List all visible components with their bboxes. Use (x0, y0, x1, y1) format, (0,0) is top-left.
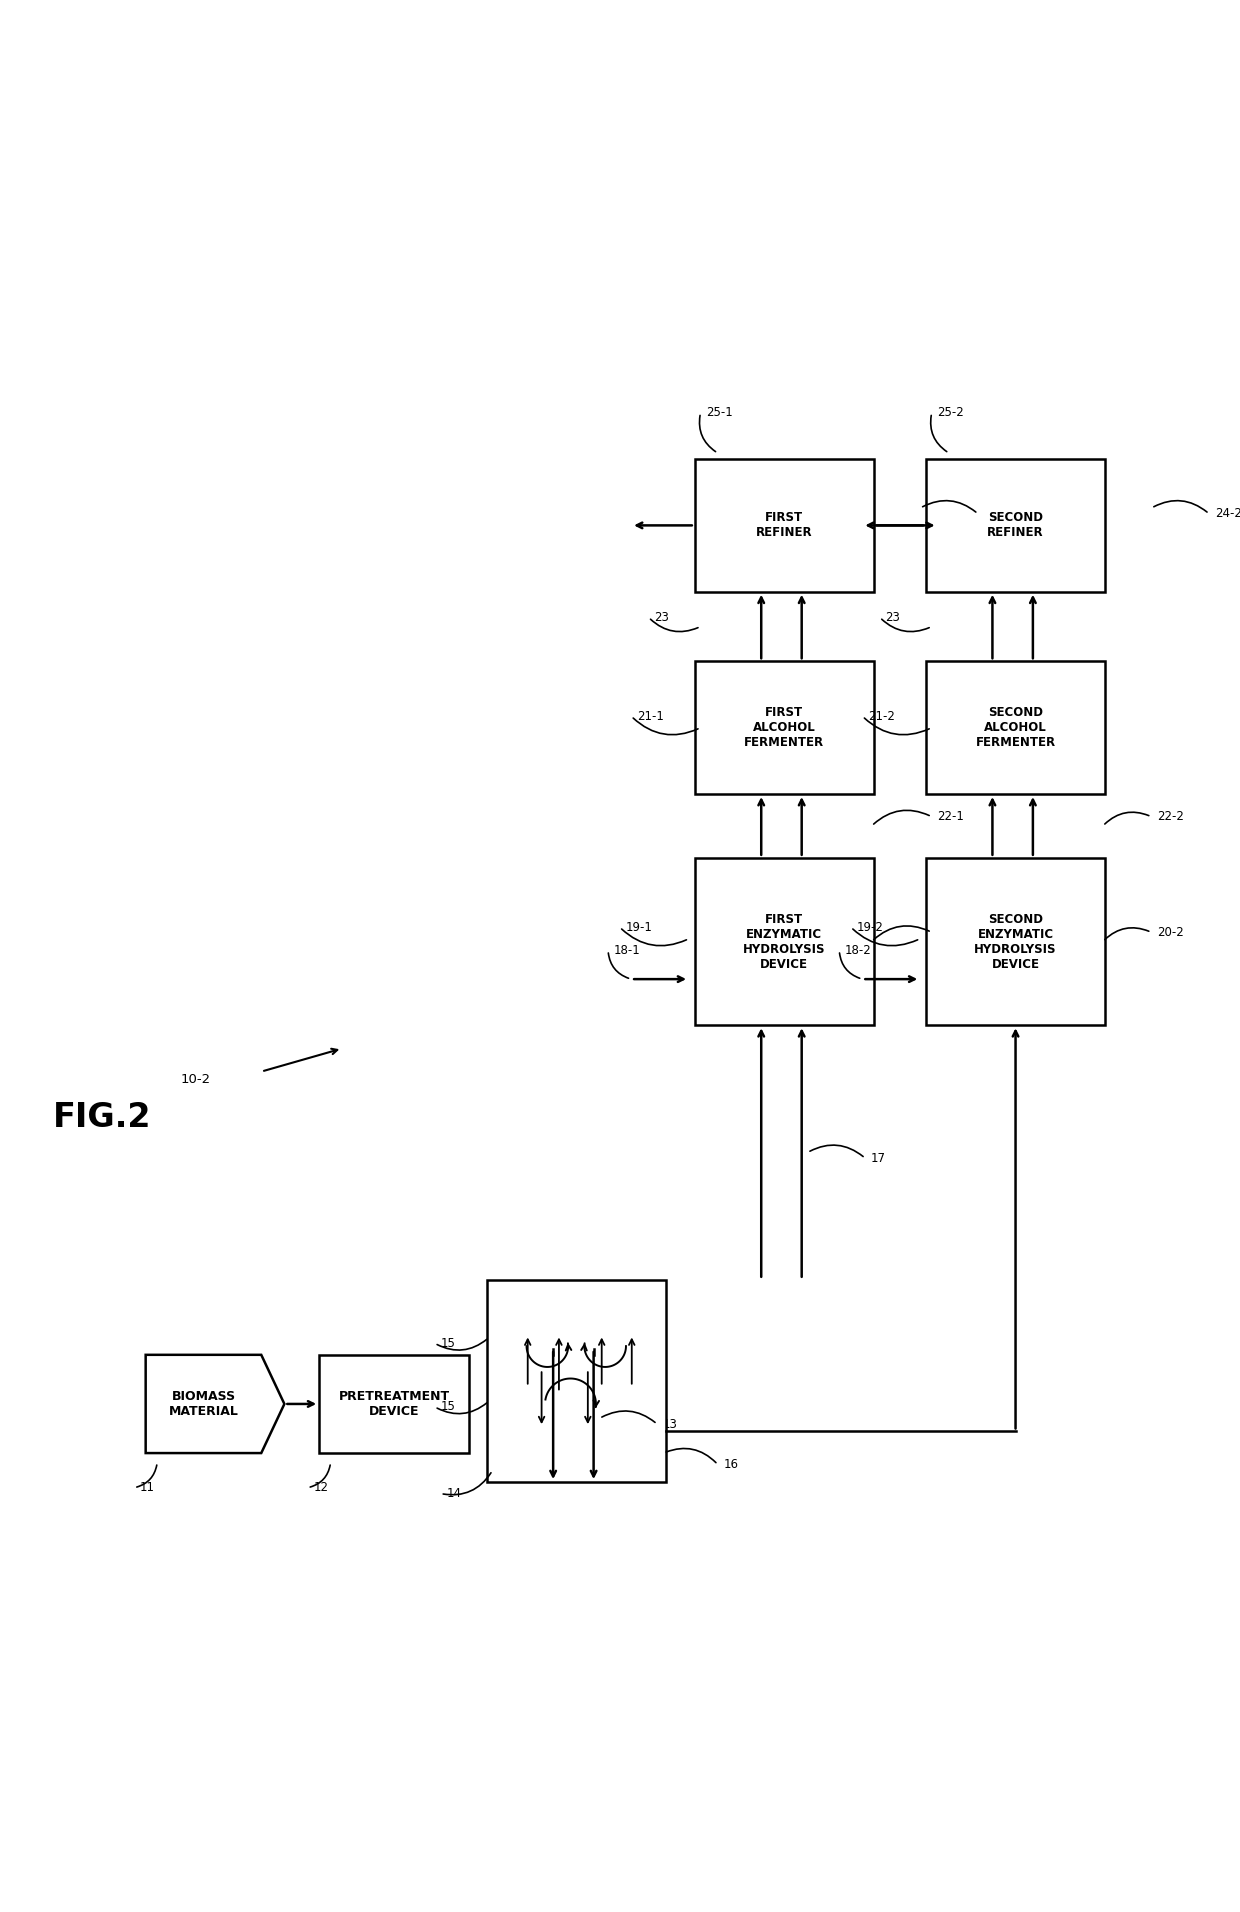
FancyBboxPatch shape (694, 459, 874, 593)
Text: 18-2: 18-2 (844, 945, 872, 956)
FancyBboxPatch shape (694, 662, 874, 793)
FancyBboxPatch shape (926, 662, 1105, 793)
Polygon shape (145, 1356, 284, 1453)
FancyBboxPatch shape (319, 1356, 470, 1453)
Text: 20-1: 20-1 (937, 925, 965, 939)
Text: 15: 15 (440, 1336, 455, 1350)
Text: 15: 15 (440, 1400, 455, 1413)
Text: 19-1: 19-1 (625, 920, 652, 933)
Text: 14: 14 (446, 1488, 461, 1501)
FancyBboxPatch shape (694, 858, 874, 1025)
Text: 21-2: 21-2 (868, 709, 895, 723)
Text: FIRST
ENZYMATIC
HYDROLYSIS
DEVICE: FIRST ENZYMATIC HYDROLYSIS DEVICE (743, 912, 826, 971)
Text: 12: 12 (314, 1482, 329, 1495)
Text: FIRST
ALCOHOL
FERMENTER: FIRST ALCOHOL FERMENTER (744, 706, 825, 750)
Text: FIRST
REFINER: FIRST REFINER (756, 511, 812, 539)
Text: SECOND
REFINER: SECOND REFINER (987, 511, 1044, 539)
FancyBboxPatch shape (926, 858, 1105, 1025)
Text: 23: 23 (655, 610, 670, 623)
Text: SECOND
ALCOHOL
FERMENTER: SECOND ALCOHOL FERMENTER (976, 706, 1055, 750)
Text: BIOMASS
MATERIAL: BIOMASS MATERIAL (169, 1390, 238, 1419)
Text: SECOND
ENZYMATIC
HYDROLYSIS
DEVICE: SECOND ENZYMATIC HYDROLYSIS DEVICE (975, 912, 1056, 971)
Text: 22-1: 22-1 (937, 811, 965, 824)
Text: 24-1: 24-1 (983, 507, 1011, 520)
Text: 25-2: 25-2 (937, 405, 965, 419)
Text: 24-2: 24-2 (1215, 507, 1240, 520)
Text: 21-1: 21-1 (637, 709, 663, 723)
Text: 19-2: 19-2 (857, 920, 883, 933)
FancyBboxPatch shape (926, 459, 1105, 593)
Text: 17: 17 (870, 1151, 887, 1164)
Text: 10-2: 10-2 (180, 1073, 211, 1086)
Text: 20-2: 20-2 (1157, 925, 1184, 939)
Text: 25-1: 25-1 (707, 405, 733, 419)
Text: FIG.2: FIG.2 (53, 1101, 151, 1134)
Text: 16: 16 (724, 1459, 739, 1470)
Text: 22-2: 22-2 (1157, 811, 1184, 824)
Text: PRETREATMENT
DEVICE: PRETREATMENT DEVICE (339, 1390, 450, 1419)
Text: 13: 13 (663, 1417, 678, 1430)
Text: 11: 11 (140, 1482, 155, 1495)
FancyBboxPatch shape (486, 1279, 666, 1482)
Text: 18-1: 18-1 (614, 945, 641, 956)
Text: 23: 23 (885, 610, 900, 623)
